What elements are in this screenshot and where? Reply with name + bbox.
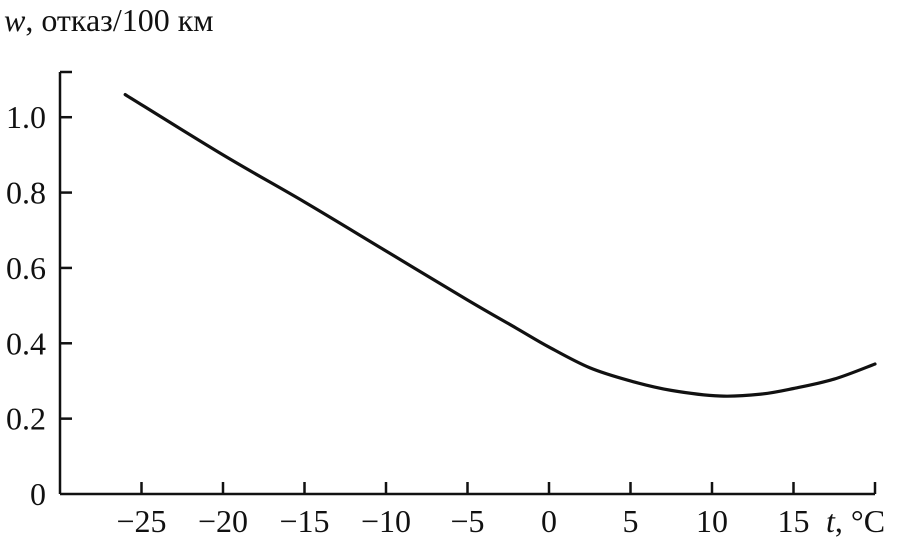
x-tick-label: 10 xyxy=(696,503,728,539)
x-tick-label: −15 xyxy=(279,503,329,539)
x-axis-variable: t xyxy=(826,503,836,539)
y-tick-label: 0.8 xyxy=(6,175,46,211)
x-tick-label: 15 xyxy=(778,503,810,539)
x-tick-label: −25 xyxy=(116,503,166,539)
x-tick-label: 0 xyxy=(541,503,557,539)
x-axis-unit: , °C xyxy=(835,503,885,539)
x-axis-label: t, °C xyxy=(826,503,885,539)
y-tick-label: 0.4 xyxy=(6,325,46,361)
y-axis-variable: w xyxy=(4,2,26,38)
x-tick-label: −10 xyxy=(361,503,411,539)
y-tick-label: 1.0 xyxy=(6,99,46,135)
y-tick-label: 0 xyxy=(30,476,46,512)
x-tick-label: −5 xyxy=(450,503,484,539)
y-axis-unit: , отказ/100 км xyxy=(25,2,213,38)
y-axis-label: w, отказ/100 км xyxy=(4,2,214,38)
y-tick-label: 0.2 xyxy=(6,401,46,437)
series-line xyxy=(123,93,877,398)
y-tick-label: 0.6 xyxy=(6,250,46,286)
x-tick-label: 5 xyxy=(623,503,639,539)
x-tick-label: −20 xyxy=(198,503,248,539)
